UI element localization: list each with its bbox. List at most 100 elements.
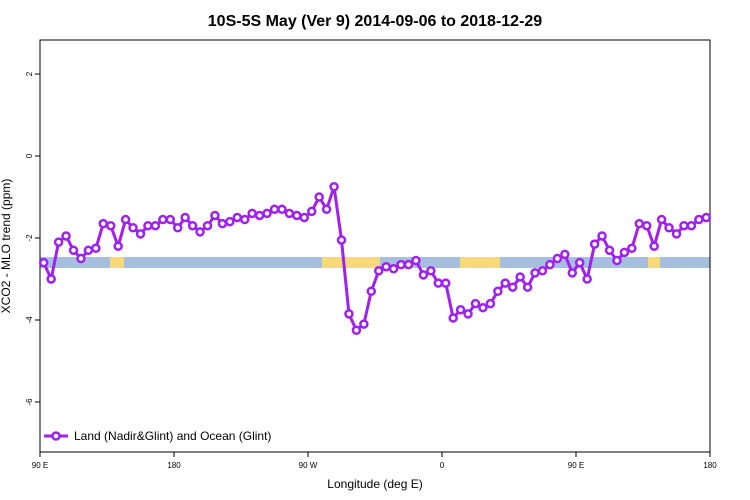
data-point	[686, 220, 697, 231]
y-tick-label: -4	[25, 316, 34, 324]
data-point	[128, 223, 138, 233]
data-point	[396, 259, 406, 270]
data-point	[232, 212, 243, 223]
data-point	[98, 218, 109, 229]
data-point	[165, 214, 176, 225]
data-point	[336, 235, 347, 245]
data-point	[634, 218, 645, 229]
x-tick-label: 90 E	[32, 461, 48, 470]
data-point	[143, 220, 153, 231]
legend-marker	[51, 431, 61, 441]
data-point	[485, 298, 496, 309]
data-point	[247, 208, 257, 219]
data-point	[187, 220, 198, 231]
x-tick-label: 180	[167, 461, 181, 470]
data-point	[641, 220, 652, 231]
data-point	[656, 214, 667, 225]
data-point	[83, 245, 94, 256]
data-point	[329, 182, 339, 192]
map-strip	[40, 257, 710, 268]
data-point	[120, 214, 131, 225]
data-point	[560, 249, 570, 260]
data-point	[388, 264, 399, 274]
data-point	[68, 245, 79, 256]
y-tick-label: -2	[25, 234, 34, 242]
data-point	[46, 274, 56, 284]
data-point	[627, 243, 637, 254]
data-point	[493, 286, 503, 297]
data-point	[552, 253, 563, 264]
land-patch	[460, 257, 500, 268]
x-tick-label: 0	[440, 461, 445, 470]
data-point	[500, 278, 511, 288]
data-point	[619, 247, 630, 258]
data-point	[545, 259, 555, 270]
data-point	[306, 206, 317, 217]
data-point	[426, 266, 436, 276]
chart-title: 10S-5S May (Ver 9) 2014-09-06 to 2018-12…	[208, 13, 543, 30]
data-point	[76, 253, 86, 264]
x-tick-label: 180	[703, 461, 717, 470]
data-point	[671, 229, 682, 239]
x-tick-label: 90 E	[568, 461, 584, 470]
data-point	[105, 220, 116, 231]
x-tick-label: 90 W	[299, 461, 318, 470]
data-point	[433, 278, 444, 288]
data-point	[284, 208, 295, 219]
y-tick-label: 0	[25, 153, 34, 158]
data-point	[448, 313, 458, 323]
data-point	[180, 212, 190, 223]
plot-frame	[39, 39, 711, 453]
data-point	[91, 243, 101, 254]
data-point	[530, 268, 540, 278]
y-tick-label: -6	[25, 398, 34, 406]
data-point	[664, 223, 674, 233]
y-axis-label: XCO2 - MLO trend (ppm)	[0, 179, 13, 314]
land-patch	[648, 257, 660, 268]
x-axis-label: Longitude (deg E)	[327, 477, 422, 491]
data-point	[314, 192, 324, 202]
data-point	[463, 309, 473, 319]
data-point	[299, 212, 310, 223]
data-point	[455, 304, 466, 315]
data-point	[254, 210, 265, 221]
data-point	[440, 278, 451, 288]
data-point	[373, 266, 384, 276]
data-point	[582, 274, 592, 284]
data-point	[604, 245, 615, 256]
data-point	[679, 220, 689, 231]
data-point	[411, 255, 421, 266]
data-point	[239, 214, 250, 225]
data-point	[574, 257, 585, 268]
data-point	[262, 208, 272, 219]
data-point	[567, 268, 578, 278]
data-point	[172, 223, 183, 233]
data-point	[321, 204, 332, 215]
data-point	[135, 229, 146, 239]
data-point	[403, 259, 414, 270]
data-point	[359, 319, 369, 329]
data-point	[158, 214, 168, 225]
y-tick-label: 2	[25, 71, 34, 76]
land-patch	[110, 257, 124, 268]
data-point	[202, 220, 213, 231]
data-point	[225, 216, 235, 227]
data-point	[210, 210, 220, 221]
data-point	[522, 282, 533, 292]
data-point	[418, 270, 429, 280]
data-point	[195, 227, 205, 237]
data-point	[61, 231, 71, 241]
data-point	[649, 241, 659, 251]
data-point	[38, 257, 49, 268]
data-point	[292, 210, 302, 221]
data-point	[351, 325, 362, 335]
data-point	[478, 302, 488, 313]
data-point	[113, 241, 123, 251]
legend-label: Land (Nadir&Glint) and Ocean (Glint)	[74, 429, 271, 443]
data-point	[53, 237, 64, 247]
data-point	[694, 214, 704, 225]
data-point	[470, 298, 481, 309]
data-point	[515, 272, 525, 282]
data-point	[597, 231, 607, 241]
